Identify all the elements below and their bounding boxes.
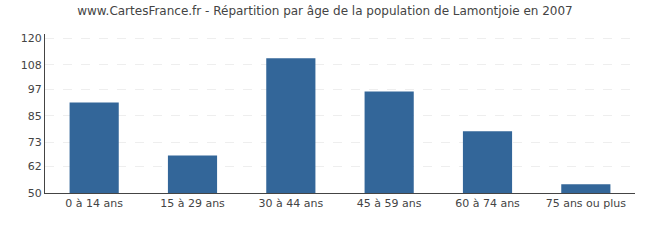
svg-text:97: 97	[28, 83, 42, 96]
svg-text:45 à 59 ans: 45 à 59 ans	[357, 197, 422, 210]
svg-text:73: 73	[28, 136, 42, 149]
svg-text:50: 50	[28, 187, 42, 200]
svg-text:30 à 44 ans: 30 à 44 ans	[258, 197, 323, 210]
svg-text:www.CartesFrance.fr - Répartit: www.CartesFrance.fr - Répartition par âg…	[77, 4, 573, 18]
svg-text:0 à 14 ans: 0 à 14 ans	[65, 197, 123, 210]
svg-text:15 à 29 ans: 15 à 29 ans	[160, 197, 225, 210]
svg-text:120: 120	[21, 32, 42, 45]
svg-text:108: 108	[21, 59, 42, 72]
svg-text:75 ans ou plus: 75 ans ou plus	[546, 197, 627, 210]
svg-text:62: 62	[28, 160, 42, 173]
svg-text:85: 85	[28, 110, 42, 123]
svg-text:60 à 74 ans: 60 à 74 ans	[455, 197, 520, 210]
